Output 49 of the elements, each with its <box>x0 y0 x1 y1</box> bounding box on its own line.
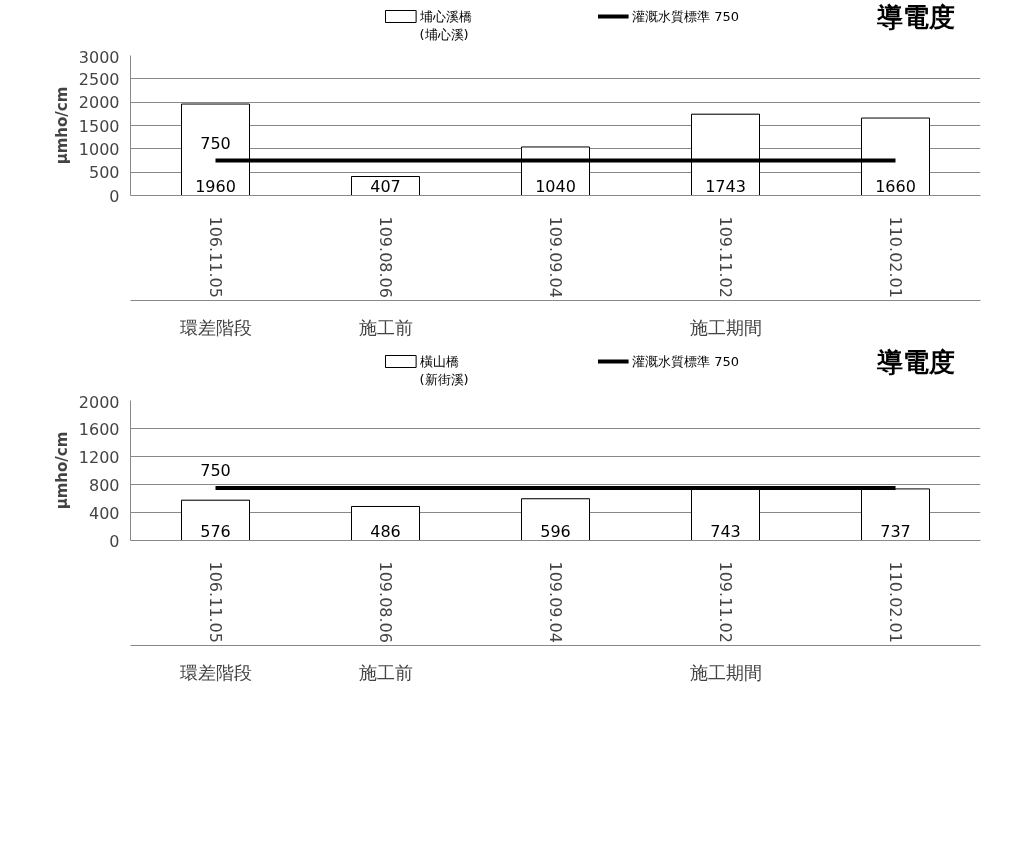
x-tick-label: 106.11.05 <box>205 216 225 298</box>
legend-label: 埔心溪橋 (埔心溪) <box>418 8 472 42</box>
data-label: 743 <box>710 521 741 541</box>
x-tick-label: 109.08.06 <box>375 561 395 643</box>
text: 施工前 <box>358 316 413 338</box>
text: 環差階段 <box>179 661 252 683</box>
y-tick-label: 2000 <box>78 392 120 412</box>
text: 施工期間 <box>689 316 762 338</box>
y-tick-label: 0 <box>109 186 120 206</box>
y-tick-label: 2500 <box>78 69 120 89</box>
x-tick-label: 109.11.02 <box>715 216 735 298</box>
data-label: 576 <box>200 521 231 541</box>
data-label: 737 <box>880 521 911 541</box>
x-tick-label: 109.11.02 <box>715 561 735 643</box>
y-tick-label: 3000 <box>78 47 120 67</box>
data-label: 1660 <box>875 176 916 196</box>
y-tick-label: 500 <box>88 163 120 183</box>
y-tick-label: 1200 <box>78 447 120 467</box>
y-tick-label: 2000 <box>78 93 120 113</box>
x-tick-label: 110.02.01 <box>885 561 905 643</box>
y-tick-label: 400 <box>88 503 120 523</box>
x-tick-label: 109.08.06 <box>375 216 395 298</box>
x-tick-label: 110.02.01 <box>885 216 905 298</box>
data-label: 750 <box>200 133 231 153</box>
x-tick-label: 109.09.04 <box>545 216 565 298</box>
data-label: 1040 <box>535 176 576 196</box>
data-label: 596 <box>540 521 571 541</box>
y-axis-title: μmho/cm <box>52 431 71 510</box>
x-tick-label: 109.09.04 <box>545 561 565 643</box>
legend-label: 灌溉水質標準 750 <box>632 8 739 24</box>
text: 施工前 <box>358 661 413 683</box>
y-tick-label: 1500 <box>78 116 120 136</box>
chart-title: 導電度 <box>876 346 955 377</box>
y-tick-label: 0 <box>109 531 120 551</box>
data-label: 1743 <box>705 176 746 196</box>
chart-title: 導電度 <box>876 1 955 32</box>
data-label: 486 <box>370 521 401 541</box>
y-axis-title: μmho/cm <box>52 86 71 165</box>
x-tick-label: 106.11.05 <box>205 561 225 643</box>
text: 環差階段 <box>179 316 252 338</box>
data-label: 1960 <box>195 176 236 196</box>
y-tick-label: 1600 <box>78 419 120 439</box>
legend-label: 橫山橋 (新街溪) <box>419 353 469 387</box>
data-label: 407 <box>370 176 401 196</box>
y-tick-label: 1000 <box>78 139 120 159</box>
y-tick-label: 800 <box>88 475 120 495</box>
text: 施工期間 <box>689 661 762 683</box>
data-label: 750 <box>200 461 231 480</box>
legend-label: 灌溉水質標準 750 <box>632 353 739 369</box>
